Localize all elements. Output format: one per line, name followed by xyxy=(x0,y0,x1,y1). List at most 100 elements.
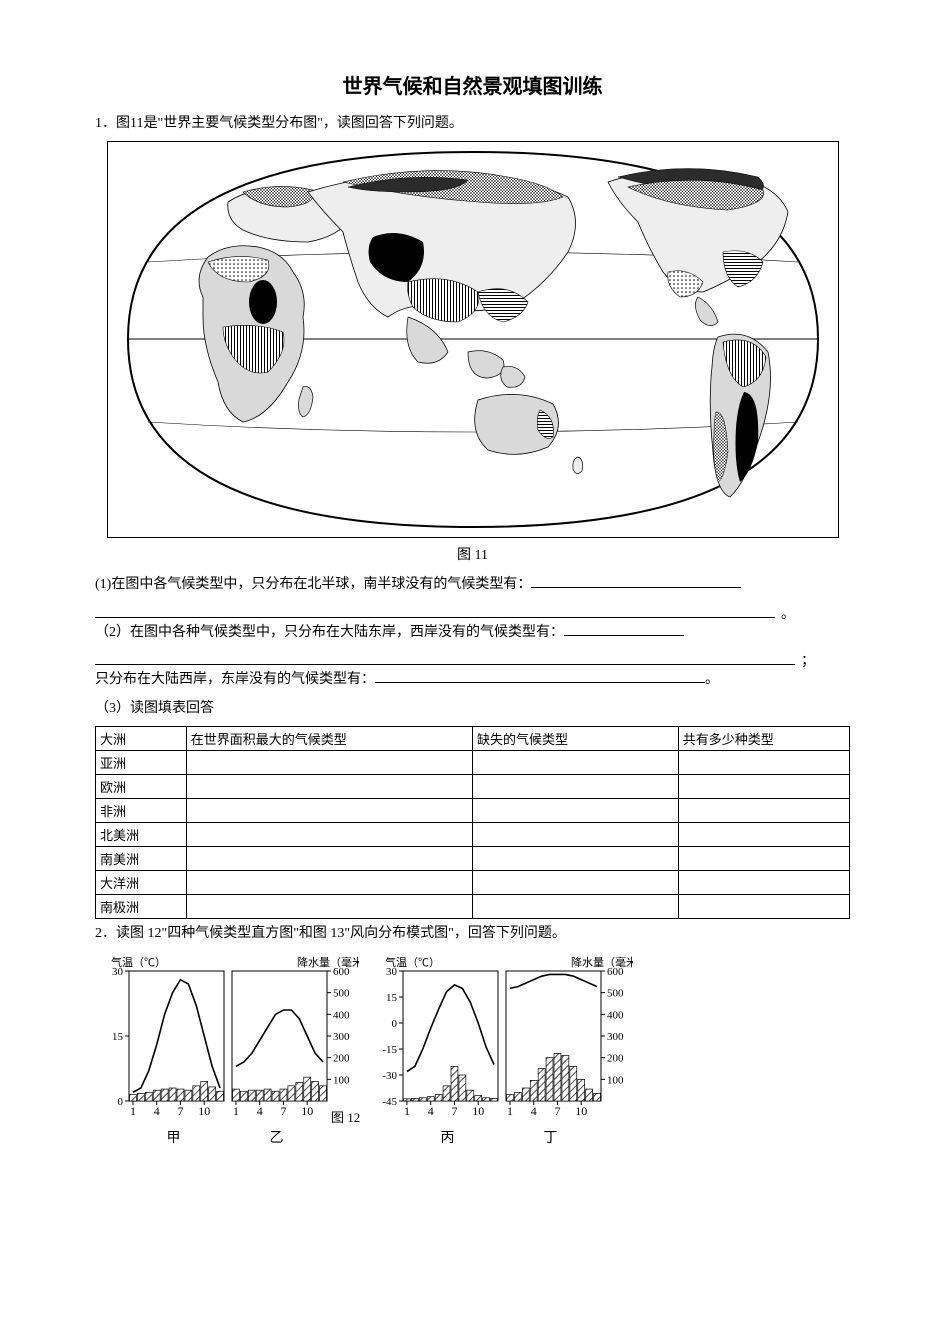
svg-text:4: 4 xyxy=(428,1104,434,1118)
svg-text:300: 300 xyxy=(333,1031,350,1043)
q1-part1-text: (1)在图中各气候类型中，只分布在北半球，南半球没有的气候类型有： xyxy=(95,577,531,592)
cell xyxy=(472,846,678,870)
svg-text:15: 15 xyxy=(386,992,398,1004)
chart-label: 乙 xyxy=(270,1127,284,1147)
cell xyxy=(472,894,678,918)
fig12-caption: 图 12 xyxy=(331,1107,360,1126)
table-header-row: 大洲 在世界面积最大的气候类型 缺失的气候类型 共有多少种类型 xyxy=(96,726,850,750)
row-sa: 南美洲 xyxy=(96,846,187,870)
svg-text:1: 1 xyxy=(404,1104,410,1118)
page-title: 世界气候和自然景观填图训练 xyxy=(95,70,850,99)
q2-intro: 2．读图 12"四种气候类型直方图"和图 13"风向分布模式图"，回答下列问题。 xyxy=(95,923,850,945)
q1-part2b: 只分布在大陆西岸，东岸没有的气候类型有： 。 xyxy=(95,669,850,691)
cell xyxy=(186,870,472,894)
cell xyxy=(678,798,849,822)
row-africa: 非洲 xyxy=(96,798,187,822)
svg-text:600: 600 xyxy=(607,966,624,978)
table-row: 欧洲 xyxy=(96,774,850,798)
svg-text:200: 200 xyxy=(333,1053,350,1065)
world-climate-map xyxy=(107,141,839,538)
svg-text:1: 1 xyxy=(130,1104,136,1118)
svg-text:10: 10 xyxy=(472,1104,484,1118)
svg-text:600: 600 xyxy=(333,966,350,978)
svg-text:10: 10 xyxy=(301,1104,313,1118)
cell xyxy=(186,798,472,822)
th-largest-climate: 在世界面积最大的气候类型 xyxy=(186,726,472,750)
svg-text:300: 300 xyxy=(607,1031,624,1043)
table-row: 南极洲 xyxy=(96,894,850,918)
svg-text:降水量（毫米）: 降水量（毫米） xyxy=(297,955,359,969)
svg-text:7: 7 xyxy=(451,1104,457,1118)
q1-part2a-text: （2）在图中各种气候类型中，只分布在大陆东岸，西岸没有的气候类型有： xyxy=(95,625,564,640)
chart-pair: 气温（℃）降水量（毫米）-45-30-150153014710100200300… xyxy=(369,953,633,1123)
row-oceania: 大洋洲 xyxy=(96,870,187,894)
fig11-caption: 图 11 xyxy=(95,544,850,564)
svg-text:7: 7 xyxy=(280,1104,286,1118)
cell xyxy=(678,750,849,774)
period-1: 。 xyxy=(781,603,795,623)
table-row: 北美洲 xyxy=(96,822,850,846)
q1-part3: （3）读图填表回答 xyxy=(95,698,850,720)
svg-text:0: 0 xyxy=(118,1096,124,1108)
chart-label: 丙 xyxy=(441,1127,455,1147)
svg-text:10: 10 xyxy=(575,1104,587,1118)
svg-text:100: 100 xyxy=(333,1075,350,1087)
blank-2c xyxy=(375,682,705,683)
th-missing-climate: 缺失的气候类型 xyxy=(472,726,678,750)
svg-text:15: 15 xyxy=(112,1031,124,1043)
chart-pair-svg: 气温（℃）降水量（毫米）0153014710100200300400500600… xyxy=(95,953,359,1123)
chart-label: 丁 xyxy=(544,1127,558,1147)
svg-text:400: 400 xyxy=(333,1010,350,1022)
table-row: 非洲 xyxy=(96,798,850,822)
svg-text:-15: -15 xyxy=(382,1044,397,1056)
table-row: 南美洲 xyxy=(96,846,850,870)
blank-2b xyxy=(95,650,795,665)
svg-text:4: 4 xyxy=(257,1104,263,1118)
cell xyxy=(678,822,849,846)
cell xyxy=(186,822,472,846)
svg-text:-45: -45 xyxy=(382,1096,397,1108)
table-row: 大洋洲 xyxy=(96,870,850,894)
cell xyxy=(678,894,849,918)
cell xyxy=(472,774,678,798)
row-antarctica: 南极洲 xyxy=(96,894,187,918)
cell xyxy=(186,894,472,918)
continent-table: 大洲 在世界面积最大的气候类型 缺失的气候类型 共有多少种类型 亚洲 欧洲 非洲… xyxy=(95,726,850,919)
row-asia: 亚洲 xyxy=(96,750,187,774)
chart-pair: 气温（℃）降水量（毫米）0153014710100200300400500600… xyxy=(95,953,359,1123)
cell xyxy=(472,798,678,822)
svg-text:4: 4 xyxy=(531,1104,537,1118)
svg-text:1: 1 xyxy=(233,1104,239,1118)
svg-text:0: 0 xyxy=(392,1018,398,1030)
cell xyxy=(678,846,849,870)
row-europe: 欧洲 xyxy=(96,774,187,798)
svg-text:30: 30 xyxy=(386,966,398,978)
svg-text:10: 10 xyxy=(198,1104,210,1118)
cell xyxy=(472,750,678,774)
chart-pair-svg: 气温（℃）降水量（毫米）-45-30-150153014710100200300… xyxy=(369,953,633,1123)
svg-text:-30: -30 xyxy=(382,1070,397,1082)
th-continent: 大洲 xyxy=(96,726,187,750)
period-2: 。 xyxy=(705,672,719,687)
svg-text:降水量（毫米）: 降水量（毫米） xyxy=(571,955,633,969)
svg-text:500: 500 xyxy=(333,988,350,1000)
cell xyxy=(186,774,472,798)
q1-part2b-text: 只分布在大陆西岸，东岸没有的气候类型有： xyxy=(95,672,375,687)
cell xyxy=(678,774,849,798)
svg-text:400: 400 xyxy=(607,1010,624,1022)
svg-text:1: 1 xyxy=(507,1104,513,1118)
semicolon-2: ； xyxy=(801,650,815,670)
q1-part1: (1)在图中各气候类型中，只分布在北半球，南半球没有的气候类型有： xyxy=(95,574,850,596)
svg-text:500: 500 xyxy=(607,988,624,1000)
cell xyxy=(186,846,472,870)
th-count: 共有多少种类型 xyxy=(678,726,849,750)
svg-text:4: 4 xyxy=(154,1104,160,1118)
cell xyxy=(678,870,849,894)
chart-labels-row: 甲乙丙丁图 12 xyxy=(95,1127,850,1149)
cell xyxy=(472,822,678,846)
svg-text:100: 100 xyxy=(607,1075,624,1087)
blank-1b xyxy=(95,603,775,618)
row-na: 北美洲 xyxy=(96,822,187,846)
cell xyxy=(186,750,472,774)
chart-label: 甲 xyxy=(167,1127,181,1147)
